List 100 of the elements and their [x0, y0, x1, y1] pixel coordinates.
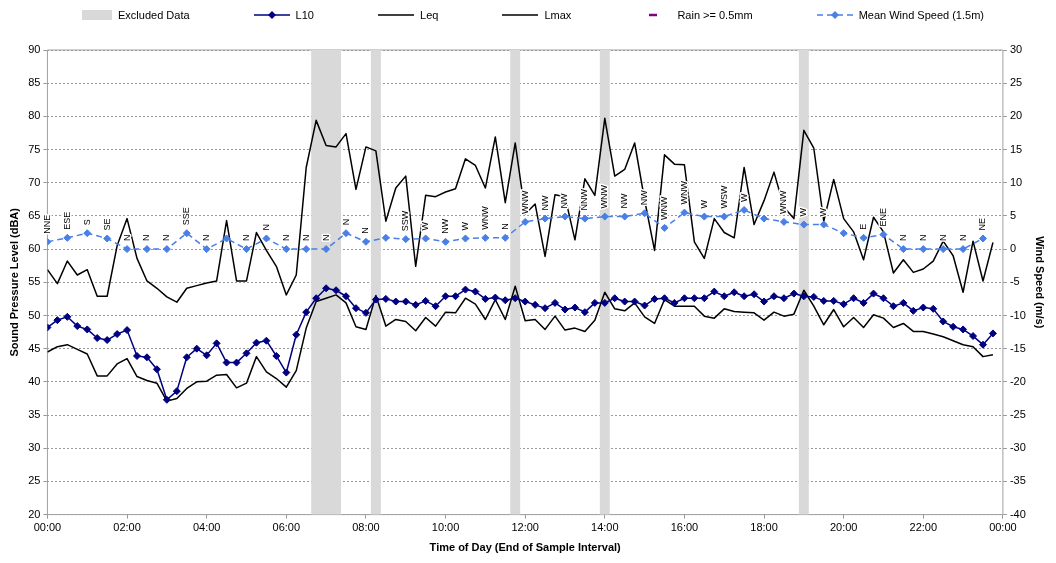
point: [859, 233, 868, 242]
x-tick-label: 08:00: [352, 521, 380, 534]
point: [680, 208, 689, 217]
y2-tick-label: 10: [1009, 175, 1023, 188]
x-tick-label: 22:00: [909, 521, 938, 534]
y2-tick-label: 30: [1009, 43, 1023, 56]
point: [202, 245, 211, 254]
x-tick-label: 04:00: [192, 521, 221, 534]
point: [660, 223, 669, 232]
legend-label: Excluded Data: [118, 9, 190, 21]
y2-tick-label: 5: [1009, 208, 1017, 221]
point: [441, 237, 450, 246]
data-label: E: [858, 223, 869, 230]
point: [740, 205, 749, 214]
data-label: N: [957, 234, 968, 242]
point: [322, 245, 331, 254]
point: [142, 245, 151, 254]
data-label: N: [499, 223, 510, 230]
data-label: N: [121, 234, 132, 242]
point: [959, 245, 968, 254]
point: [381, 233, 390, 242]
x-tick-label: 12:00: [511, 521, 539, 534]
data-label: NW: [559, 193, 570, 209]
data-label: WNW: [479, 205, 490, 230]
point: [222, 234, 231, 243]
point: [819, 220, 828, 229]
data-label: ESE: [61, 211, 72, 230]
data-label: N: [360, 227, 371, 234]
x-tick-label: 00:00: [989, 521, 1017, 534]
data-label: S: [81, 219, 92, 226]
data-label: WNW: [519, 189, 530, 214]
y2-tick-label: 20: [1009, 109, 1023, 122]
x-tick-label: 00:00: [33, 521, 62, 534]
x-tick-label: 06:00: [272, 521, 301, 534]
point: [262, 234, 271, 243]
y2-tick-label: -10: [1009, 308, 1026, 321]
data-label: W: [818, 207, 829, 217]
point: [839, 229, 848, 238]
point: [361, 237, 370, 246]
data-label: SSE: [181, 207, 192, 226]
data-label: N: [300, 234, 311, 242]
data-label: W: [738, 192, 749, 202]
point: [63, 233, 72, 242]
point: [779, 217, 788, 226]
data-label: NW: [619, 193, 630, 209]
data-label: WNW: [778, 189, 789, 214]
x-tick-label: 02:00: [113, 521, 141, 534]
x-tick-label: 18:00: [750, 521, 778, 534]
point: [401, 235, 410, 244]
legend-label: Lmax: [544, 9, 572, 21]
y2-tick-label: -40: [1009, 507, 1026, 520]
point: [879, 230, 888, 239]
y-tick-label: 60: [28, 242, 41, 255]
y2-tick-label: -5: [1009, 275, 1020, 288]
point: [620, 212, 629, 221]
point: [720, 212, 729, 221]
data-label: NW: [539, 195, 550, 211]
y-tick-label: 35: [28, 408, 41, 421]
data-label: SE: [101, 218, 112, 231]
data-label: NE: [977, 217, 988, 231]
point: [461, 234, 470, 243]
data-label: N: [280, 234, 291, 242]
data-label: NNW: [579, 188, 590, 211]
point: [123, 245, 132, 254]
y-tick-label: 70: [28, 175, 41, 188]
data-label: NNE: [41, 214, 52, 234]
y-tick-label: 30: [28, 441, 41, 454]
point: [919, 245, 928, 254]
data-label: SSW: [400, 210, 411, 232]
y2-tick-label: -35: [1009, 474, 1026, 487]
point: [799, 220, 808, 229]
point: [700, 212, 709, 221]
legend-label: Rain >= 0.5mm: [677, 9, 753, 21]
point: [242, 245, 251, 254]
data-label: ENE: [877, 208, 888, 227]
point: [541, 214, 550, 223]
data-label: W: [798, 207, 809, 217]
point: [302, 245, 311, 254]
y-tick-label: 90: [28, 43, 41, 56]
point: [979, 234, 987, 243]
point: [899, 245, 908, 254]
point: [103, 234, 112, 243]
point: [342, 229, 351, 238]
point: [481, 233, 490, 242]
point: [162, 245, 171, 254]
data-label: NW: [639, 189, 650, 206]
legend-label: Leq: [420, 9, 439, 21]
data-label: WNW: [599, 184, 610, 209]
point: [640, 209, 649, 218]
x-tick-label: 20:00: [829, 521, 858, 534]
y-tick-label: 65: [28, 208, 41, 221]
point: [560, 212, 569, 221]
legend-label: Mean Wind Speed (1.5m): [858, 9, 984, 21]
point: [501, 233, 510, 242]
x-axis-title: Time of Day (End of Sample Interval): [429, 541, 622, 554]
y-axis-title: Sound Pressure Level (dBA): [7, 207, 20, 357]
x-tick-label: 10:00: [431, 521, 460, 534]
y-tick-label: 50: [28, 308, 41, 321]
data-label: N: [141, 234, 152, 242]
y-tick-label: 40: [28, 374, 41, 387]
